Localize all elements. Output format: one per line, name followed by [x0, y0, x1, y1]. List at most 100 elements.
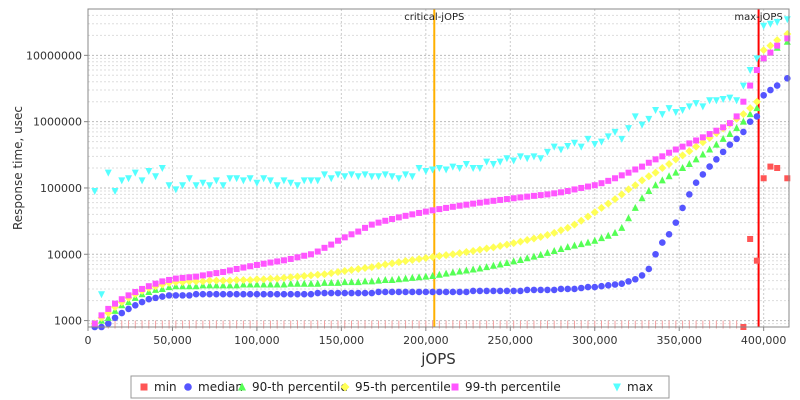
data-point	[314, 177, 322, 185]
data-point	[618, 280, 626, 287]
data-point	[523, 155, 531, 163]
data-point	[314, 279, 322, 287]
y-tick-label: 1000000	[33, 116, 82, 129]
data-point	[125, 292, 132, 299]
x-axis-ticks: 0 50,000 100,000 150,000 200,000 250,000 300,0…	[85, 327, 787, 347]
data-point	[198, 277, 207, 286]
data-point	[469, 165, 477, 172]
data-point	[530, 252, 538, 260]
x-tick-label: 400,000	[741, 334, 787, 347]
data-point	[483, 263, 491, 271]
data-point	[443, 204, 450, 211]
data-point	[253, 280, 261, 288]
data-point	[219, 290, 227, 298]
data-point	[672, 146, 679, 153]
data-point	[564, 285, 572, 293]
data-point	[368, 277, 376, 285]
data-point	[348, 231, 355, 238]
data-point	[476, 287, 484, 295]
data-point	[361, 289, 369, 297]
data-point	[226, 267, 233, 274]
data-point	[361, 171, 369, 179]
data-point	[226, 175, 234, 183]
data-point	[577, 240, 585, 248]
data-point	[598, 282, 605, 290]
data-point	[598, 234, 606, 242]
data-point	[672, 168, 680, 176]
data-point	[774, 42, 781, 49]
data-point	[429, 288, 436, 296]
data-point	[666, 149, 673, 156]
data-point	[287, 290, 294, 298]
data-point	[205, 276, 214, 285]
data-point	[483, 158, 491, 166]
data-point	[355, 228, 362, 235]
data-point	[138, 298, 146, 306]
data-point	[611, 281, 619, 288]
data-point	[733, 124, 741, 132]
data-point	[462, 266, 470, 274]
data-point	[266, 274, 275, 283]
data-point	[213, 290, 220, 298]
data-point	[760, 22, 768, 30]
data-point	[220, 269, 227, 276]
data-point	[320, 171, 328, 179]
data-point	[449, 268, 457, 276]
data-point	[693, 137, 700, 144]
x-tick-label: 250,000	[488, 334, 534, 347]
data-point	[321, 244, 328, 251]
data-point	[273, 290, 281, 298]
data-point	[733, 135, 740, 143]
data-point	[232, 275, 241, 284]
data-point	[784, 175, 791, 182]
data-point	[314, 289, 322, 297]
data-point	[389, 216, 396, 223]
data-point	[334, 278, 342, 286]
data-point	[564, 187, 571, 194]
data-point	[158, 165, 166, 172]
data-point	[421, 253, 430, 262]
data-point	[679, 106, 687, 114]
data-point	[604, 282, 612, 289]
data-point	[706, 163, 713, 170]
data-point	[104, 320, 112, 327]
data-point	[591, 182, 598, 189]
data-point	[206, 290, 213, 298]
data-point	[638, 176, 647, 185]
data-point	[246, 290, 254, 298]
data-point	[658, 164, 667, 172]
data-point	[131, 169, 139, 177]
data-point	[300, 177, 308, 185]
series-1	[91, 75, 791, 331]
data-point	[361, 277, 369, 285]
data-point	[138, 177, 146, 185]
data-point	[448, 250, 457, 259]
data-point	[247, 263, 254, 270]
data-point	[517, 194, 524, 201]
data-point	[112, 300, 119, 307]
data-point	[753, 257, 760, 264]
data-point	[652, 156, 659, 163]
data-point	[111, 314, 119, 322]
data-point	[497, 196, 504, 203]
data-point	[219, 276, 228, 285]
data-point	[550, 143, 558, 151]
data-point	[557, 189, 564, 196]
data-point	[320, 270, 329, 279]
data-point	[192, 290, 200, 298]
data-point	[550, 247, 558, 255]
data-point	[747, 82, 754, 89]
data-point	[367, 263, 376, 272]
data-point	[415, 288, 423, 296]
data-point	[253, 261, 260, 268]
data-point	[287, 255, 294, 262]
data-point	[91, 187, 99, 195]
legend-symbol-5	[613, 383, 621, 392]
data-point	[435, 270, 443, 278]
data-point	[489, 261, 497, 269]
data-point	[239, 177, 247, 185]
data-point	[496, 260, 504, 268]
data-point	[361, 264, 370, 273]
data-point	[543, 231, 552, 240]
data-point	[206, 271, 213, 278]
